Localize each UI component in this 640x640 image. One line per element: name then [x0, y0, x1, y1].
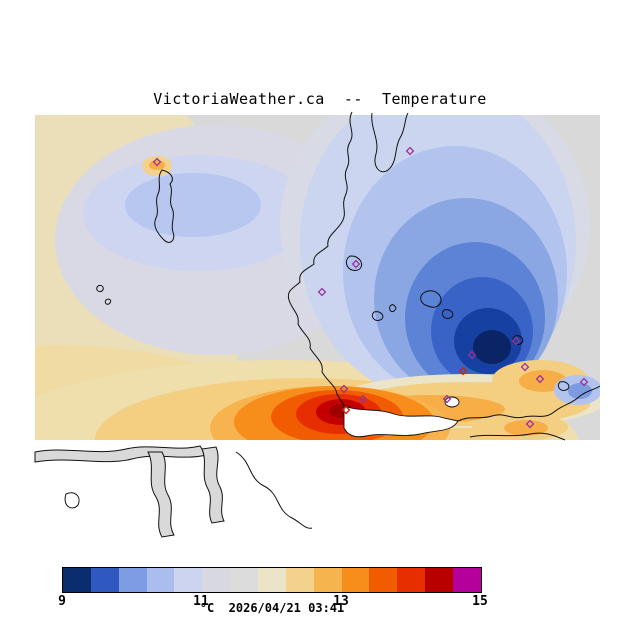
lake-outline [96, 285, 104, 292]
colorbar-segment [397, 568, 426, 592]
station-marker[interactable] [341, 405, 351, 415]
station-marker[interactable] [442, 394, 452, 404]
island-outline [389, 304, 397, 313]
colorbar-tick-label: 15 [472, 594, 488, 609]
station-marker[interactable] [152, 157, 162, 167]
station-marker[interactable] [339, 384, 349, 394]
coastline-path [287, 111, 353, 407]
colorbar-segment [369, 568, 398, 592]
coastline-path [235, 451, 313, 529]
water-channel [34, 445, 207, 463]
page-title: VictoriaWeather.ca -- Temperature [153, 90, 487, 108]
contour-band [568, 383, 592, 399]
colorbar-segment [118, 568, 147, 592]
station-marker[interactable] [358, 394, 368, 404]
colorbar-segment [63, 568, 91, 592]
colorbar-segment [341, 568, 370, 592]
colorbar-ticks: 9 11 13 15 [0, 594, 640, 610]
station-marker[interactable] [520, 362, 530, 372]
station-marker[interactable] [405, 146, 415, 156]
coastline-path [371, 112, 409, 173]
station-marker[interactable] [317, 287, 327, 297]
units-timestamp-label: °C 2026/04/21 03:41 [199, 601, 345, 615]
coastlines [64, 111, 601, 529]
colorbar-segment [90, 568, 119, 592]
island-outline [345, 255, 363, 271]
strait-water-area [343, 405, 459, 438]
colorbar-segment [230, 568, 259, 592]
colorbar [62, 567, 482, 593]
station-marker[interactable] [351, 259, 361, 269]
station-marker[interactable] [535, 374, 545, 384]
colorbar-tick-label: 11 [193, 594, 209, 609]
colorbar-segment [174, 568, 203, 592]
bay-outline [444, 396, 460, 408]
station-marker[interactable] [579, 377, 589, 387]
coastline-path [457, 385, 601, 422]
station-marker[interactable] [458, 366, 468, 376]
contour-band [125, 173, 261, 237]
island-outline [371, 311, 384, 321]
contour-band [504, 420, 548, 436]
station-marker[interactable] [525, 419, 535, 429]
water-channel [147, 451, 175, 538]
colorbar-segment [146, 568, 175, 592]
peninsula-outline [154, 169, 175, 243]
station-markers [152, 146, 589, 429]
water-channel [201, 446, 225, 524]
colorbar-segment [313, 568, 342, 592]
colorbar-segment [425, 568, 454, 592]
colorbar-tick-label: 9 [58, 594, 66, 609]
station-marker[interactable] [467, 350, 477, 360]
lake-outline [104, 298, 112, 305]
colorbar-segment [202, 568, 231, 592]
colorbar-segment [453, 568, 481, 592]
colorbar-segment [285, 568, 314, 592]
colorbar-segment [258, 568, 286, 592]
island-outline [557, 381, 570, 391]
contour-band-coldest [473, 330, 511, 364]
island-outline [441, 309, 454, 319]
island-outline [64, 492, 80, 509]
station-marker[interactable] [511, 336, 521, 346]
coastline-path [469, 432, 566, 441]
island-outline [420, 290, 442, 308]
temperature-field [35, 115, 600, 440]
colorbar-tick-label: 13 [333, 594, 349, 609]
island-outline [512, 335, 524, 345]
outside-water [34, 445, 225, 538]
